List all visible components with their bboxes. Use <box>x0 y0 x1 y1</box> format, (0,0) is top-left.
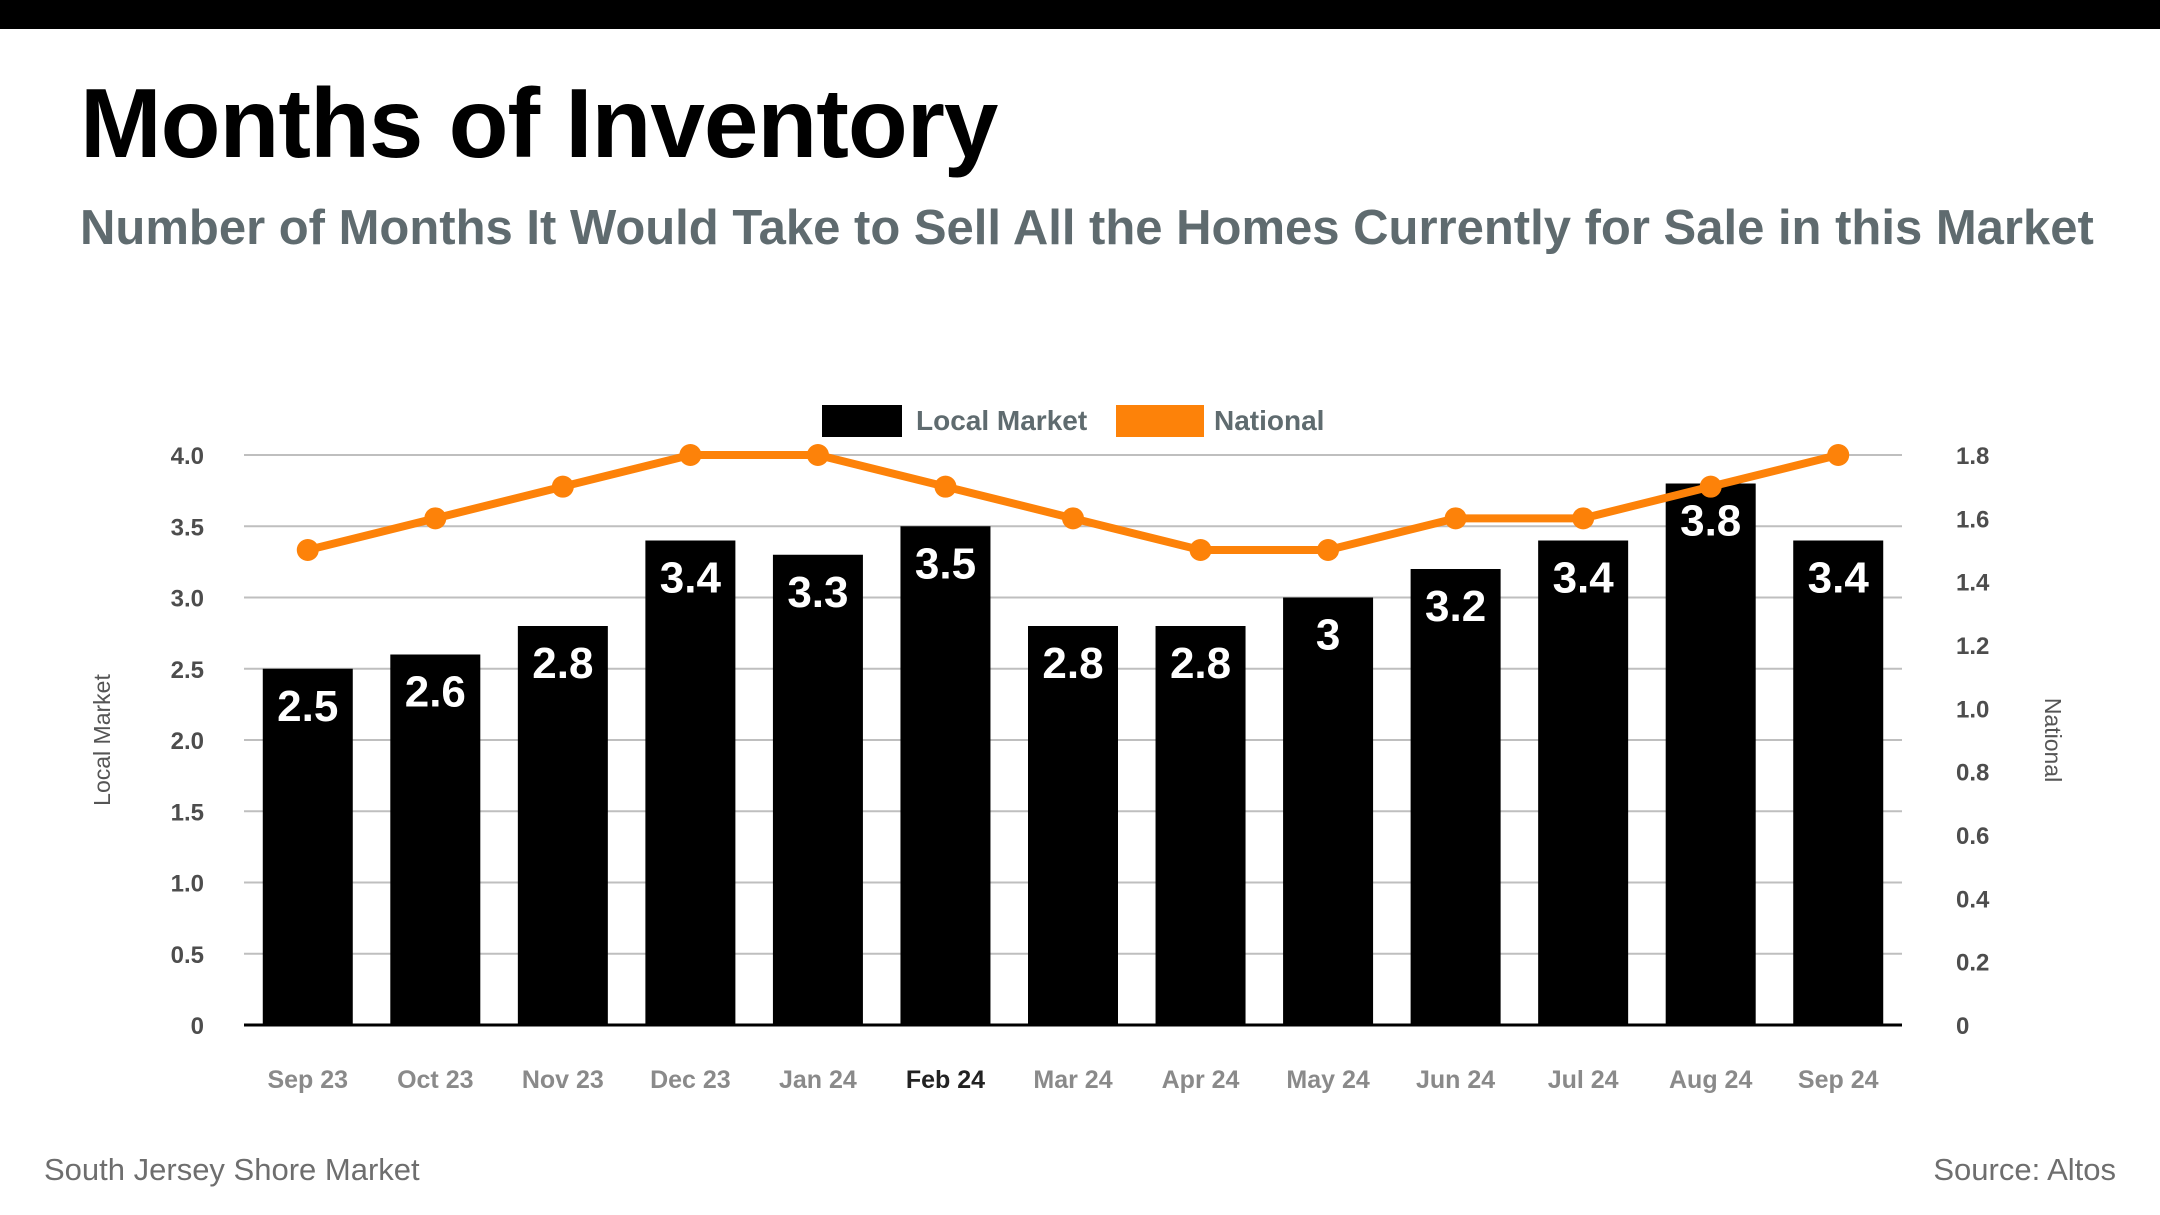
bar-value-label: 2.6 <box>405 668 466 717</box>
bar-value-label: 3.5 <box>915 539 976 588</box>
left-axis-tick-label: 0 <box>191 1013 204 1040</box>
bar-value-label: 3.8 <box>1680 497 1741 546</box>
left-axis-tick-label: 1.5 <box>171 799 204 826</box>
bar-local-market <box>1410 569 1501 1025</box>
legend-label-local-market: Local Market <box>916 405 1087 436</box>
national-data-point <box>1827 444 1850 466</box>
right-axis-tick-label: 1.6 <box>1956 506 1989 533</box>
national-data-point <box>296 539 319 561</box>
bar-local-market <box>262 668 353 1025</box>
left-axis-tick-label: 3.5 <box>171 514 204 541</box>
national-data-point <box>1444 507 1467 530</box>
right-axis-tick-label: 1.4 <box>1956 570 1990 597</box>
national-data-point <box>1062 507 1084 530</box>
right-axis-tick-label: 1.8 <box>1956 443 1989 470</box>
bar-local-market <box>1028 626 1118 1025</box>
category-label: Jun 24 <box>1416 1066 1495 1094</box>
left-axis-tick-label: 0.5 <box>171 942 204 969</box>
category-label: Oct 23 <box>397 1066 473 1094</box>
national-data-point <box>551 475 574 498</box>
national-data-point <box>1317 539 1340 561</box>
category-label: Jul 24 <box>1548 1066 1619 1094</box>
category-label: Apr 24 <box>1162 1066 1240 1094</box>
legend-label-national: National <box>1214 405 1324 436</box>
bar-local-market <box>1155 626 1246 1025</box>
category-label: Feb 24 <box>906 1066 985 1094</box>
national-data-point <box>806 444 829 466</box>
national-data-point <box>679 444 702 466</box>
national-data-point <box>934 475 957 498</box>
right-axis-title: National <box>2040 698 2066 782</box>
page-subtitle: Number of Months It Would Take to Sell A… <box>80 201 2094 255</box>
bar-value-label: 3.2 <box>1425 582 1486 631</box>
bar-local-market <box>645 540 736 1025</box>
bar-local-market <box>1538 540 1629 1025</box>
left-axis-tick-label: 4.0 <box>171 443 204 470</box>
left-axis-tick-label: 1.0 <box>171 871 204 898</box>
left-axis-tick-label: 2.0 <box>171 728 204 755</box>
right-axis-tick-label: 0.2 <box>1956 950 1989 977</box>
national-data-point <box>1189 539 1212 561</box>
bar-value-label: 2.8 <box>1042 639 1103 688</box>
category-label: Jan 24 <box>779 1066 857 1094</box>
bar-local-market <box>1793 540 1884 1025</box>
right-axis-tick-label: 0.6 <box>1956 823 1989 850</box>
right-axis-tick-label: 0.4 <box>1956 886 1990 913</box>
bar-local-market <box>517 626 608 1025</box>
bar-value-label: 3.4 <box>1808 554 1870 603</box>
bar-local-market <box>900 526 991 1025</box>
bar-value-label: 3.3 <box>787 568 848 617</box>
right-axis-tick-label: 1.2 <box>1956 633 1989 660</box>
left-axis-title: Local Market <box>89 674 115 806</box>
category-label: Sep 23 <box>267 1066 348 1094</box>
bar-value-label: 2.8 <box>532 639 593 688</box>
bar-local-market <box>1665 483 1756 1025</box>
page-title: Months of Inventory <box>80 68 998 178</box>
legend-swatch-local-market <box>822 405 902 437</box>
left-axis-tick-label: 2.5 <box>171 657 204 684</box>
bar-value-label: 3 <box>1316 611 1340 660</box>
left-axis-tick-label: 3.0 <box>171 586 204 613</box>
bar-value-label: 3.4 <box>1553 554 1615 603</box>
right-axis-tick-label: 0.8 <box>1956 760 1989 787</box>
bar-value-label: 2.5 <box>277 682 338 731</box>
bar-local-market <box>390 654 481 1025</box>
legend-swatch-national <box>1116 405 1204 437</box>
source-footer: Source: Altos <box>1933 1152 2116 1187</box>
bar-value-label: 3.4 <box>660 554 722 603</box>
category-label: May 24 <box>1286 1066 1369 1094</box>
category-label: Nov 23 <box>522 1066 604 1094</box>
category-label: Dec 23 <box>650 1066 731 1094</box>
national-data-point <box>424 507 447 530</box>
bar-value-label: 2.8 <box>1170 639 1231 688</box>
right-axis-tick-label: 0 <box>1956 1013 1969 1040</box>
category-label: Mar 24 <box>1033 1066 1112 1094</box>
national-data-point <box>1572 507 1595 530</box>
right-axis-tick-label: 1.0 <box>1956 696 1989 723</box>
bar-local-market <box>1283 597 1374 1025</box>
category-label: Sep 24 <box>1798 1066 1879 1094</box>
national-series-line <box>303 451 1843 554</box>
national-data-point <box>1699 475 1722 498</box>
category-label: Aug 24 <box>1669 1066 1752 1094</box>
market-name-footer: South Jersey Shore Market <box>44 1152 420 1187</box>
top-black-bar <box>0 0 2160 29</box>
bar-local-market <box>772 554 863 1025</box>
